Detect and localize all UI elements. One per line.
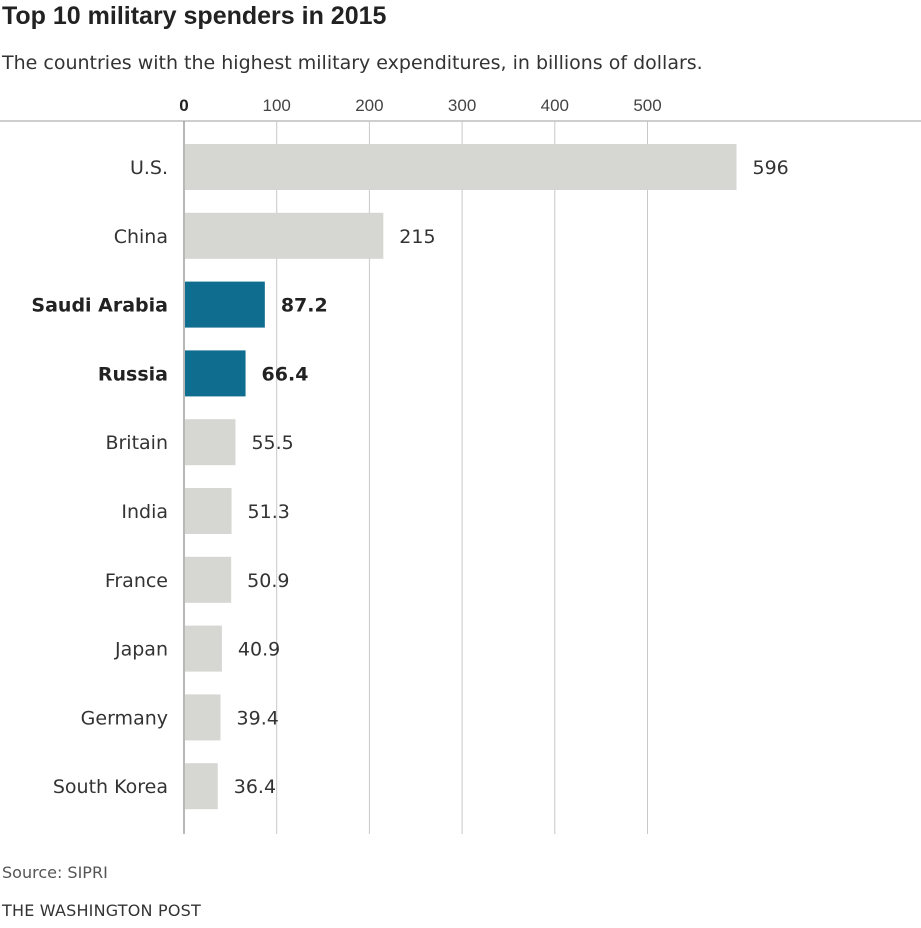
category-label: U.S. bbox=[130, 157, 168, 179]
bar-china bbox=[185, 212, 384, 259]
category-label: France bbox=[105, 570, 168, 592]
category-label: India bbox=[121, 501, 168, 523]
value-label: 36.4 bbox=[234, 776, 276, 798]
category-label: China bbox=[114, 226, 168, 248]
value-label: 40.9 bbox=[238, 639, 280, 661]
bar-japan bbox=[185, 625, 222, 672]
bar-saudi-arabia bbox=[185, 281, 265, 328]
source-note: Source: SIPRI bbox=[2, 863, 108, 882]
value-label: 51.3 bbox=[248, 501, 290, 523]
bar-germany bbox=[185, 694, 221, 741]
x-tick-label: 400 bbox=[541, 96, 569, 115]
bar-britain bbox=[185, 419, 236, 466]
category-label: South Korea bbox=[53, 776, 168, 798]
category-label: Britain bbox=[105, 432, 168, 454]
value-label: 50.9 bbox=[247, 570, 289, 592]
value-label: 66.4 bbox=[262, 363, 309, 385]
bar-layer bbox=[185, 144, 737, 810]
category-label: Japan bbox=[114, 639, 168, 661]
bar-india bbox=[185, 488, 232, 534]
publisher-credit: THE WASHINGTON POST bbox=[2, 901, 201, 920]
category-label: Russia bbox=[98, 363, 168, 385]
value-label: 215 bbox=[399, 226, 435, 248]
category-label: Saudi Arabia bbox=[31, 295, 168, 317]
chart-title: Top 10 military spenders in 2015 bbox=[2, 2, 387, 30]
x-tick-label: 500 bbox=[633, 96, 661, 115]
value-label: 55.5 bbox=[251, 432, 293, 454]
bar-u-s- bbox=[185, 144, 737, 190]
bar-russia bbox=[185, 350, 246, 397]
x-tick-label: 300 bbox=[448, 96, 476, 115]
value-label: 87.2 bbox=[281, 295, 328, 317]
bar-france bbox=[185, 556, 232, 603]
x-tick-label: 0 bbox=[179, 96, 188, 115]
bar-south-korea bbox=[185, 763, 218, 810]
label-layer: 0 100 200 300 400 500 U.S. 596 China 215 Saudi Ara… bbox=[31, 96, 788, 798]
chart-subtitle: The countries with the highest military … bbox=[2, 52, 703, 74]
value-label: 596 bbox=[752, 157, 788, 179]
x-tick-label: 100 bbox=[263, 96, 291, 115]
x-tick-label: 200 bbox=[355, 96, 383, 115]
value-label: 39.4 bbox=[237, 707, 279, 729]
category-label: Germany bbox=[81, 707, 168, 729]
